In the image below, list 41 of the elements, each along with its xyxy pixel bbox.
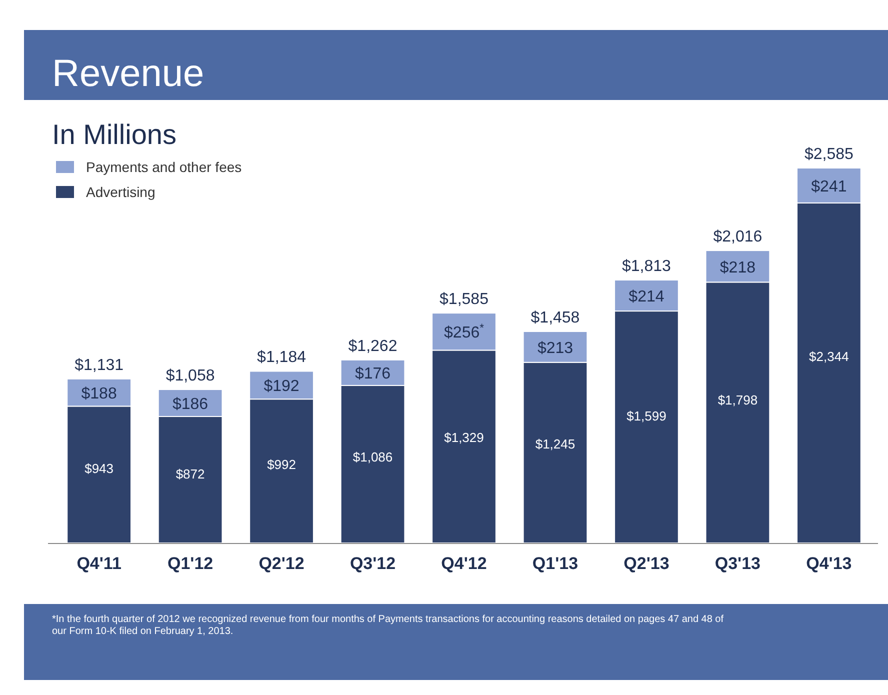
total-label: $2,585 [804,146,854,163]
x-tick-label: Q3'12 [350,554,396,573]
data-label: $1,798 [718,392,758,408]
data-label: $872 [176,466,205,482]
text: *In the fourth quarter of 2012 we recognized revenue from four months of Payments transactions for accounting reasons detailed on pages 47 and 48 of our Form 10-K filed on February 1, 2013. [52,614,724,637]
data-label: $1,245 [535,436,576,452]
total-label: $1,058 [166,368,215,385]
total-label: $1,585 [440,291,489,308]
data-label: $192 [264,378,300,396]
total-label: $1,813 [622,258,672,275]
total-label: $1,262 [348,338,398,355]
data-label: $213 [537,340,574,357]
total-label: $1,184 [257,349,306,366]
data-label: $992 [267,456,296,472]
x-tick-label: Q1'13 [532,554,578,573]
x-tick-label: Q4'13 [806,554,852,573]
chart-subtitle: In Millions [52,119,176,150]
data-label: $943 [84,460,114,476]
x-tick-label: Q4'11 [76,554,122,573]
total-label: $1,458 [530,309,580,326]
data-label: $186 [172,396,208,414]
data-label: $188 [81,386,117,403]
data-label: $2,344 [809,348,849,364]
data-label: $214 [628,288,664,306]
legend-label: Advertising [86,184,156,200]
x-tick-label: Q3'13 [714,554,761,573]
total-label: $1,131 [74,356,124,374]
chart-title: Revenue [52,53,204,95]
data-label: $1,599 [626,408,666,424]
data-label: $218 [720,259,756,276]
data-label: $1,086 [352,449,393,464]
data-label: $256$^{*}$ [444,322,485,342]
x-tick-label: Q4'12 [441,554,487,573]
data-label: $241 [811,178,847,196]
x-tick-label: Q1'12 [167,554,214,573]
legend-label: Payments and other fees [86,159,242,175]
data-label: $1,329 [444,430,484,445]
total-label: $2,016 [713,228,762,246]
x-tick-label: Q2'13 [624,554,670,573]
data-label: $176 [354,366,391,383]
x-tick-label: Q2'12 [258,554,304,573]
